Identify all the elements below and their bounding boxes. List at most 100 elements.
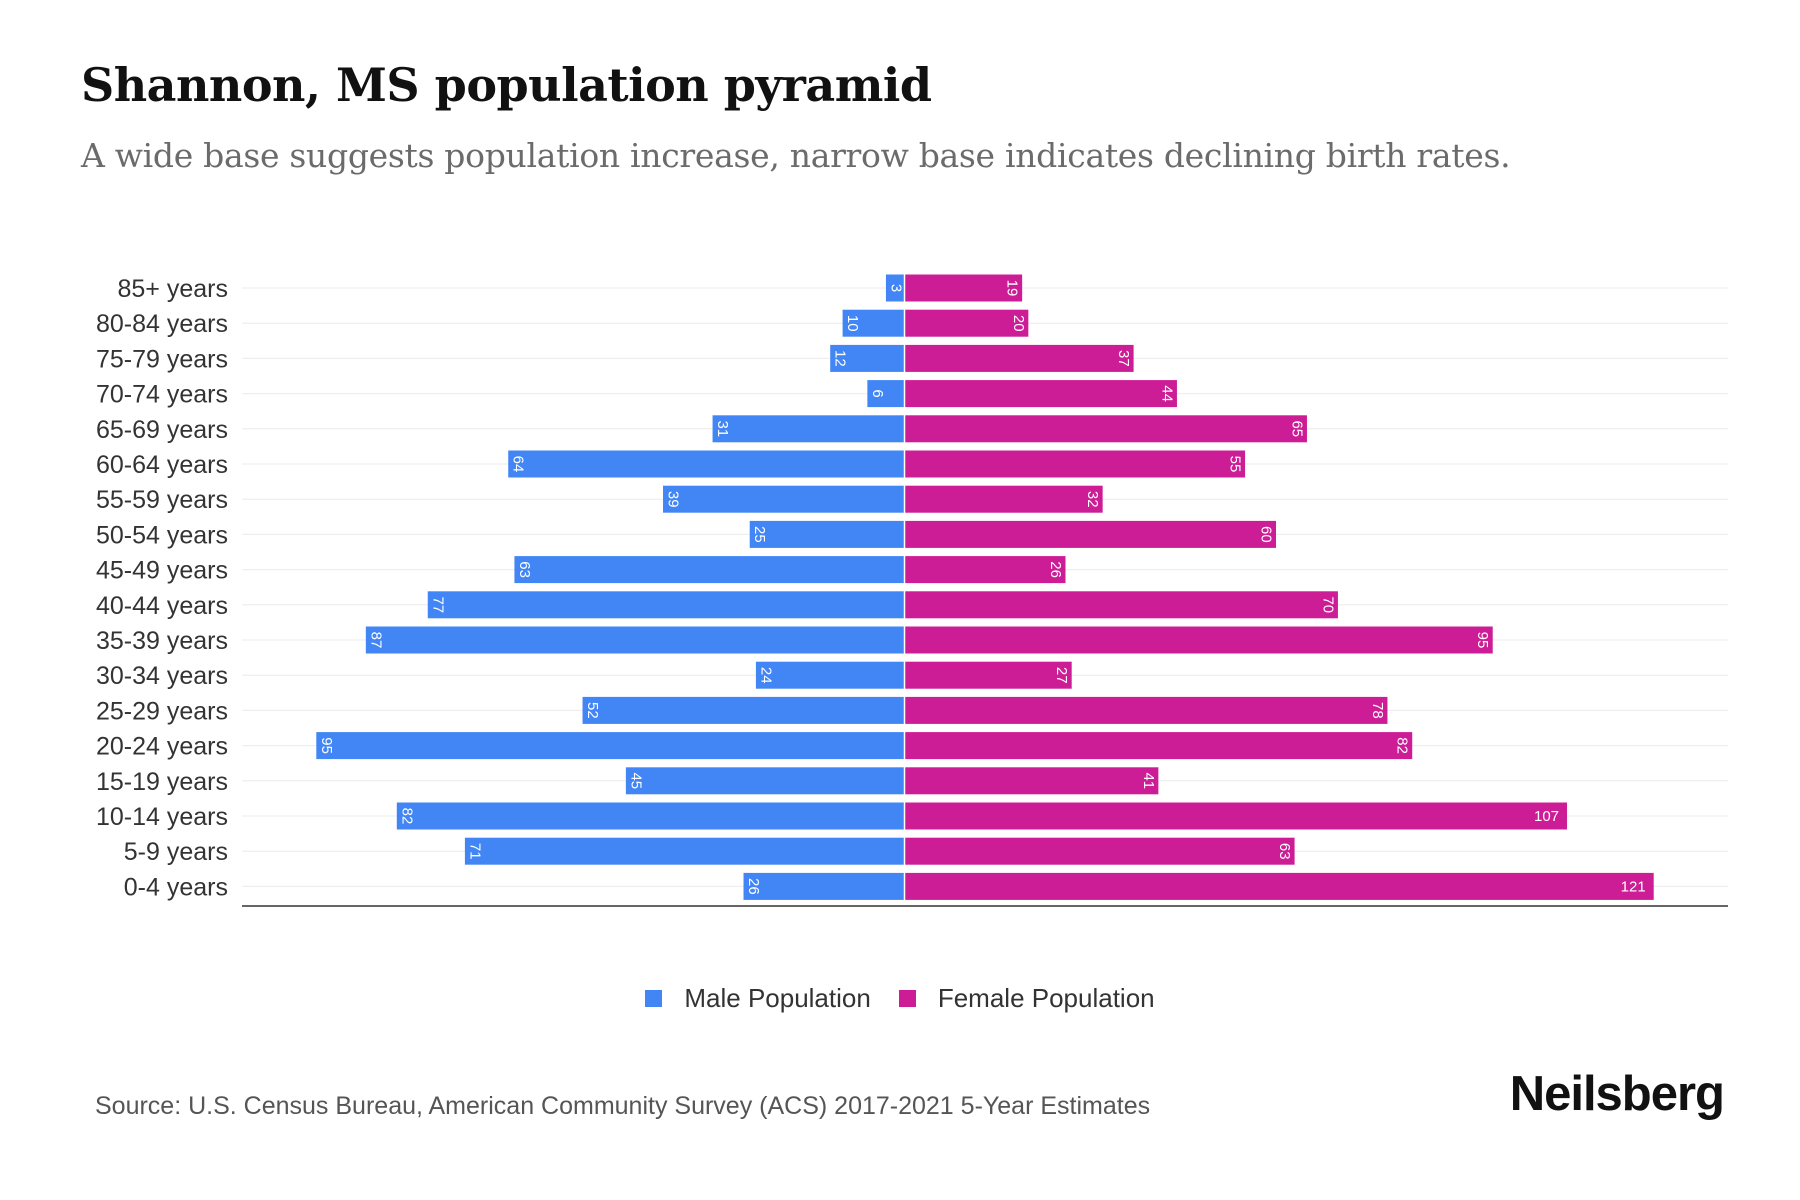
bar-female bbox=[904, 380, 1177, 408]
bar-female bbox=[904, 485, 1103, 513]
data-label-female: 19 bbox=[1004, 280, 1021, 297]
category-label: 10-14 years bbox=[96, 803, 228, 831]
data-label-male: 31 bbox=[714, 420, 731, 437]
category-label: 70-74 years bbox=[96, 381, 228, 409]
data-label-female: 65 bbox=[1288, 420, 1305, 437]
bar-male bbox=[749, 520, 905, 548]
data-label-male: 63 bbox=[516, 561, 533, 578]
data-label-male: 25 bbox=[751, 526, 768, 543]
bar-male bbox=[365, 626, 905, 654]
bar-male bbox=[867, 380, 905, 408]
category-label: 25-29 years bbox=[96, 697, 228, 725]
category-label: 75-79 years bbox=[96, 345, 228, 373]
data-label-male: 82 bbox=[398, 808, 415, 825]
legend: Male Population Female Population bbox=[0, 983, 1800, 1014]
data-label-female: 63 bbox=[1276, 843, 1293, 860]
bar-male bbox=[582, 696, 905, 724]
bar-female bbox=[904, 591, 1338, 619]
bar-female bbox=[904, 767, 1159, 795]
data-label-male: 6 bbox=[869, 389, 886, 397]
data-label-male: 87 bbox=[367, 632, 384, 649]
category-label: 45-49 years bbox=[96, 557, 228, 585]
bar-male bbox=[514, 556, 905, 584]
data-label-female: 95 bbox=[1474, 632, 1491, 649]
category-label: 65-69 years bbox=[96, 416, 228, 444]
category-label: 55-59 years bbox=[96, 486, 228, 514]
data-label-female: 20 bbox=[1010, 315, 1027, 332]
data-label-female: 32 bbox=[1084, 491, 1101, 508]
data-label-male: 26 bbox=[745, 878, 762, 895]
data-label-female: 121 bbox=[1621, 878, 1646, 895]
bar-female bbox=[904, 872, 1654, 900]
bar-male bbox=[508, 450, 905, 478]
category-label: 30-34 years bbox=[96, 662, 228, 690]
bar-female bbox=[904, 696, 1388, 724]
category-label: 5-9 years bbox=[124, 838, 228, 866]
data-label-male: 10 bbox=[844, 315, 861, 332]
data-label-male: 71 bbox=[466, 843, 483, 860]
bar-male bbox=[316, 732, 905, 760]
bar-female bbox=[904, 344, 1134, 372]
category-label: 40-44 years bbox=[96, 592, 228, 620]
bar-female bbox=[904, 732, 1413, 760]
bar-female bbox=[904, 802, 1568, 830]
bar-male bbox=[743, 872, 905, 900]
brand-logo: Neilsberg bbox=[1509, 1067, 1725, 1121]
data-label-female: 82 bbox=[1394, 737, 1411, 754]
bar-male bbox=[663, 485, 905, 513]
bar-female bbox=[904, 556, 1066, 584]
category-label: 20-24 years bbox=[96, 733, 228, 761]
data-label-female: 60 bbox=[1258, 526, 1275, 543]
bar-female bbox=[904, 661, 1072, 689]
data-label-female: 70 bbox=[1319, 596, 1336, 613]
legend-swatch-female bbox=[898, 990, 916, 1007]
bar-female bbox=[904, 626, 1493, 654]
chart-title: Shannon, MS population pyramid bbox=[81, 58, 932, 112]
data-label-male: 39 bbox=[665, 491, 682, 508]
bar-male bbox=[625, 767, 905, 795]
bar-female bbox=[904, 309, 1029, 337]
data-label-female: 41 bbox=[1140, 772, 1157, 789]
legend-item-male: Male Population bbox=[645, 983, 871, 1014]
bar-female bbox=[904, 415, 1307, 443]
category-label: 85+ years bbox=[118, 275, 229, 303]
category-label: 15-19 years bbox=[96, 768, 228, 796]
data-label-female: 37 bbox=[1115, 350, 1132, 367]
bar-male bbox=[830, 344, 905, 372]
bar-male bbox=[842, 309, 905, 337]
data-label-male: 45 bbox=[627, 772, 644, 789]
category-label: 35-39 years bbox=[96, 627, 228, 655]
category-label: 60-64 years bbox=[96, 451, 228, 479]
data-label-male: 24 bbox=[757, 667, 774, 684]
data-label-female: 55 bbox=[1227, 456, 1244, 473]
legend-label-female: Female Population bbox=[937, 983, 1155, 1013]
data-label-male: 12 bbox=[832, 350, 849, 367]
data-label-female: 26 bbox=[1047, 561, 1064, 578]
data-label-female: 78 bbox=[1369, 702, 1386, 719]
data-label-female: 27 bbox=[1053, 667, 1070, 684]
category-label: 50-54 years bbox=[96, 521, 228, 549]
data-label-male: 77 bbox=[429, 596, 446, 613]
bar-male bbox=[885, 274, 905, 302]
legend-label-male: Male Population bbox=[684, 983, 871, 1013]
bar-female bbox=[904, 520, 1277, 548]
data-label-female: 44 bbox=[1158, 385, 1175, 402]
legend-item-female: Female Population bbox=[898, 983, 1155, 1014]
category-label: 0-4 years bbox=[124, 873, 228, 901]
bar-male bbox=[464, 837, 905, 865]
data-label-male: 64 bbox=[510, 456, 527, 473]
bar-female bbox=[904, 837, 1295, 865]
bar-male bbox=[755, 661, 905, 689]
bar-male bbox=[396, 802, 905, 830]
bar-male bbox=[712, 415, 905, 443]
legend-swatch-male bbox=[645, 990, 663, 1007]
bar-female bbox=[904, 450, 1246, 478]
data-label-male: 52 bbox=[584, 702, 601, 719]
chart-subtitle: A wide base suggests population increase… bbox=[81, 136, 1511, 175]
data-label-male: 95 bbox=[318, 737, 335, 754]
bar-male bbox=[427, 591, 905, 619]
bar-female bbox=[904, 274, 1023, 302]
data-label-female: 107 bbox=[1534, 808, 1559, 825]
data-label-male: 3 bbox=[887, 284, 904, 292]
